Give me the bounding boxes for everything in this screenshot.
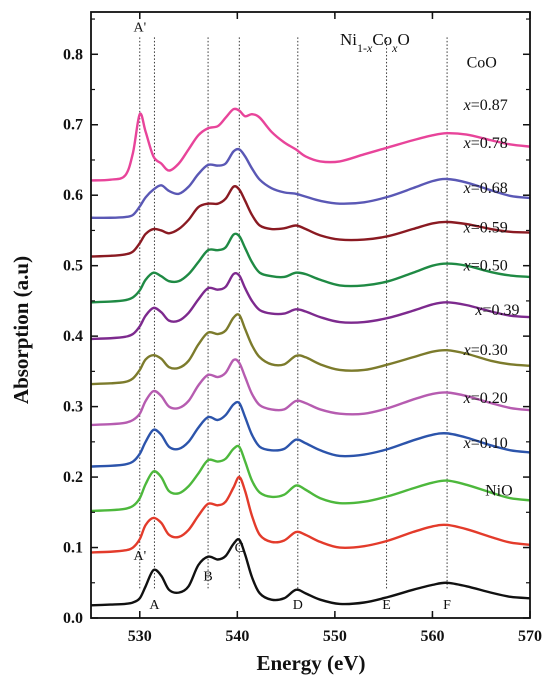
x-tick-label-3: 560 (420, 628, 444, 645)
y-tick-label-2: 0.2 (63, 469, 83, 486)
series-label-4: x=0.59 (463, 220, 508, 237)
y-tick-label-8: 0.8 (63, 46, 83, 63)
series-line-6 (90, 358, 531, 427)
series-label-9: x=0.10 (463, 435, 508, 452)
series-label-0: CoO (467, 55, 497, 72)
plot-frame (90, 11, 531, 619)
series-label-3: x=0.68 (463, 180, 508, 197)
series-label-6: x=0.39 (474, 302, 519, 319)
reference-lines (139, 36, 448, 589)
series-labels: CoO x=0.87 x=0.78 x=0.68 x=0.59 x=0.50 x=0.39 x… (463, 55, 520, 500)
series-label-5: x=0.50 (463, 258, 508, 275)
series-label-7: x=0.30 (463, 342, 508, 359)
y-tick-label-5: 0.5 (63, 258, 83, 275)
series-line-5 (90, 313, 531, 386)
feature-label-bottom-3: C (235, 541, 244, 556)
feature-labels: A' A' A B C D E F (133, 21, 451, 613)
chart-formula: Ni1-xCoxO (340, 30, 410, 55)
series-label-10: NiO (485, 482, 513, 499)
series-label-1: x=0.87 (463, 97, 508, 114)
feature-label-bottom-1: A (149, 598, 160, 613)
y-tick-label-0: 0.0 (63, 610, 83, 627)
x-tick-label-0: 530 (128, 628, 152, 645)
x-axis-title: Energy (eV) (256, 651, 365, 675)
series-label-8: x=0.20 (463, 390, 508, 407)
x-tick-label-1: 540 (225, 628, 249, 645)
y-tick-label-6: 0.6 (63, 187, 83, 204)
y-tick-label-7: 0.7 (63, 117, 83, 134)
series-line-4 (90, 271, 531, 341)
series-line-0 (90, 107, 531, 182)
feature-label-bottom-5: E (382, 598, 391, 613)
series-label-2: x=0.78 (463, 135, 508, 152)
x-tick-label-2: 550 (323, 628, 347, 645)
axis-ticks: 530 540 550 560 570 0.0 0.1 0.2 0.3 0.4 0.5 0.6 0.7 0… (63, 12, 542, 645)
y-tick-label-1: 0.1 (63, 540, 83, 557)
feature-label-bottom-0: A' (133, 549, 146, 564)
series-line-9 (90, 475, 531, 554)
series-line-10 (90, 538, 531, 607)
y-axis-title: Absorption (a.u) (9, 256, 33, 404)
spectra-curves (90, 107, 531, 607)
feature-label-top-0: A' (133, 21, 146, 36)
y-tick-label-3: 0.3 (63, 399, 83, 416)
x-tick-label-4: 570 (518, 628, 542, 645)
y-tick-label-4: 0.4 (63, 328, 83, 345)
series-line-1 (90, 147, 531, 220)
feature-label-bottom-6: F (443, 598, 451, 613)
series-line-3 (90, 232, 531, 304)
series-line-2 (90, 185, 531, 258)
series-line-8 (90, 444, 531, 513)
series-line-7 (90, 400, 531, 468)
feature-label-bottom-2: B (203, 570, 212, 585)
feature-label-bottom-4: D (293, 598, 303, 613)
